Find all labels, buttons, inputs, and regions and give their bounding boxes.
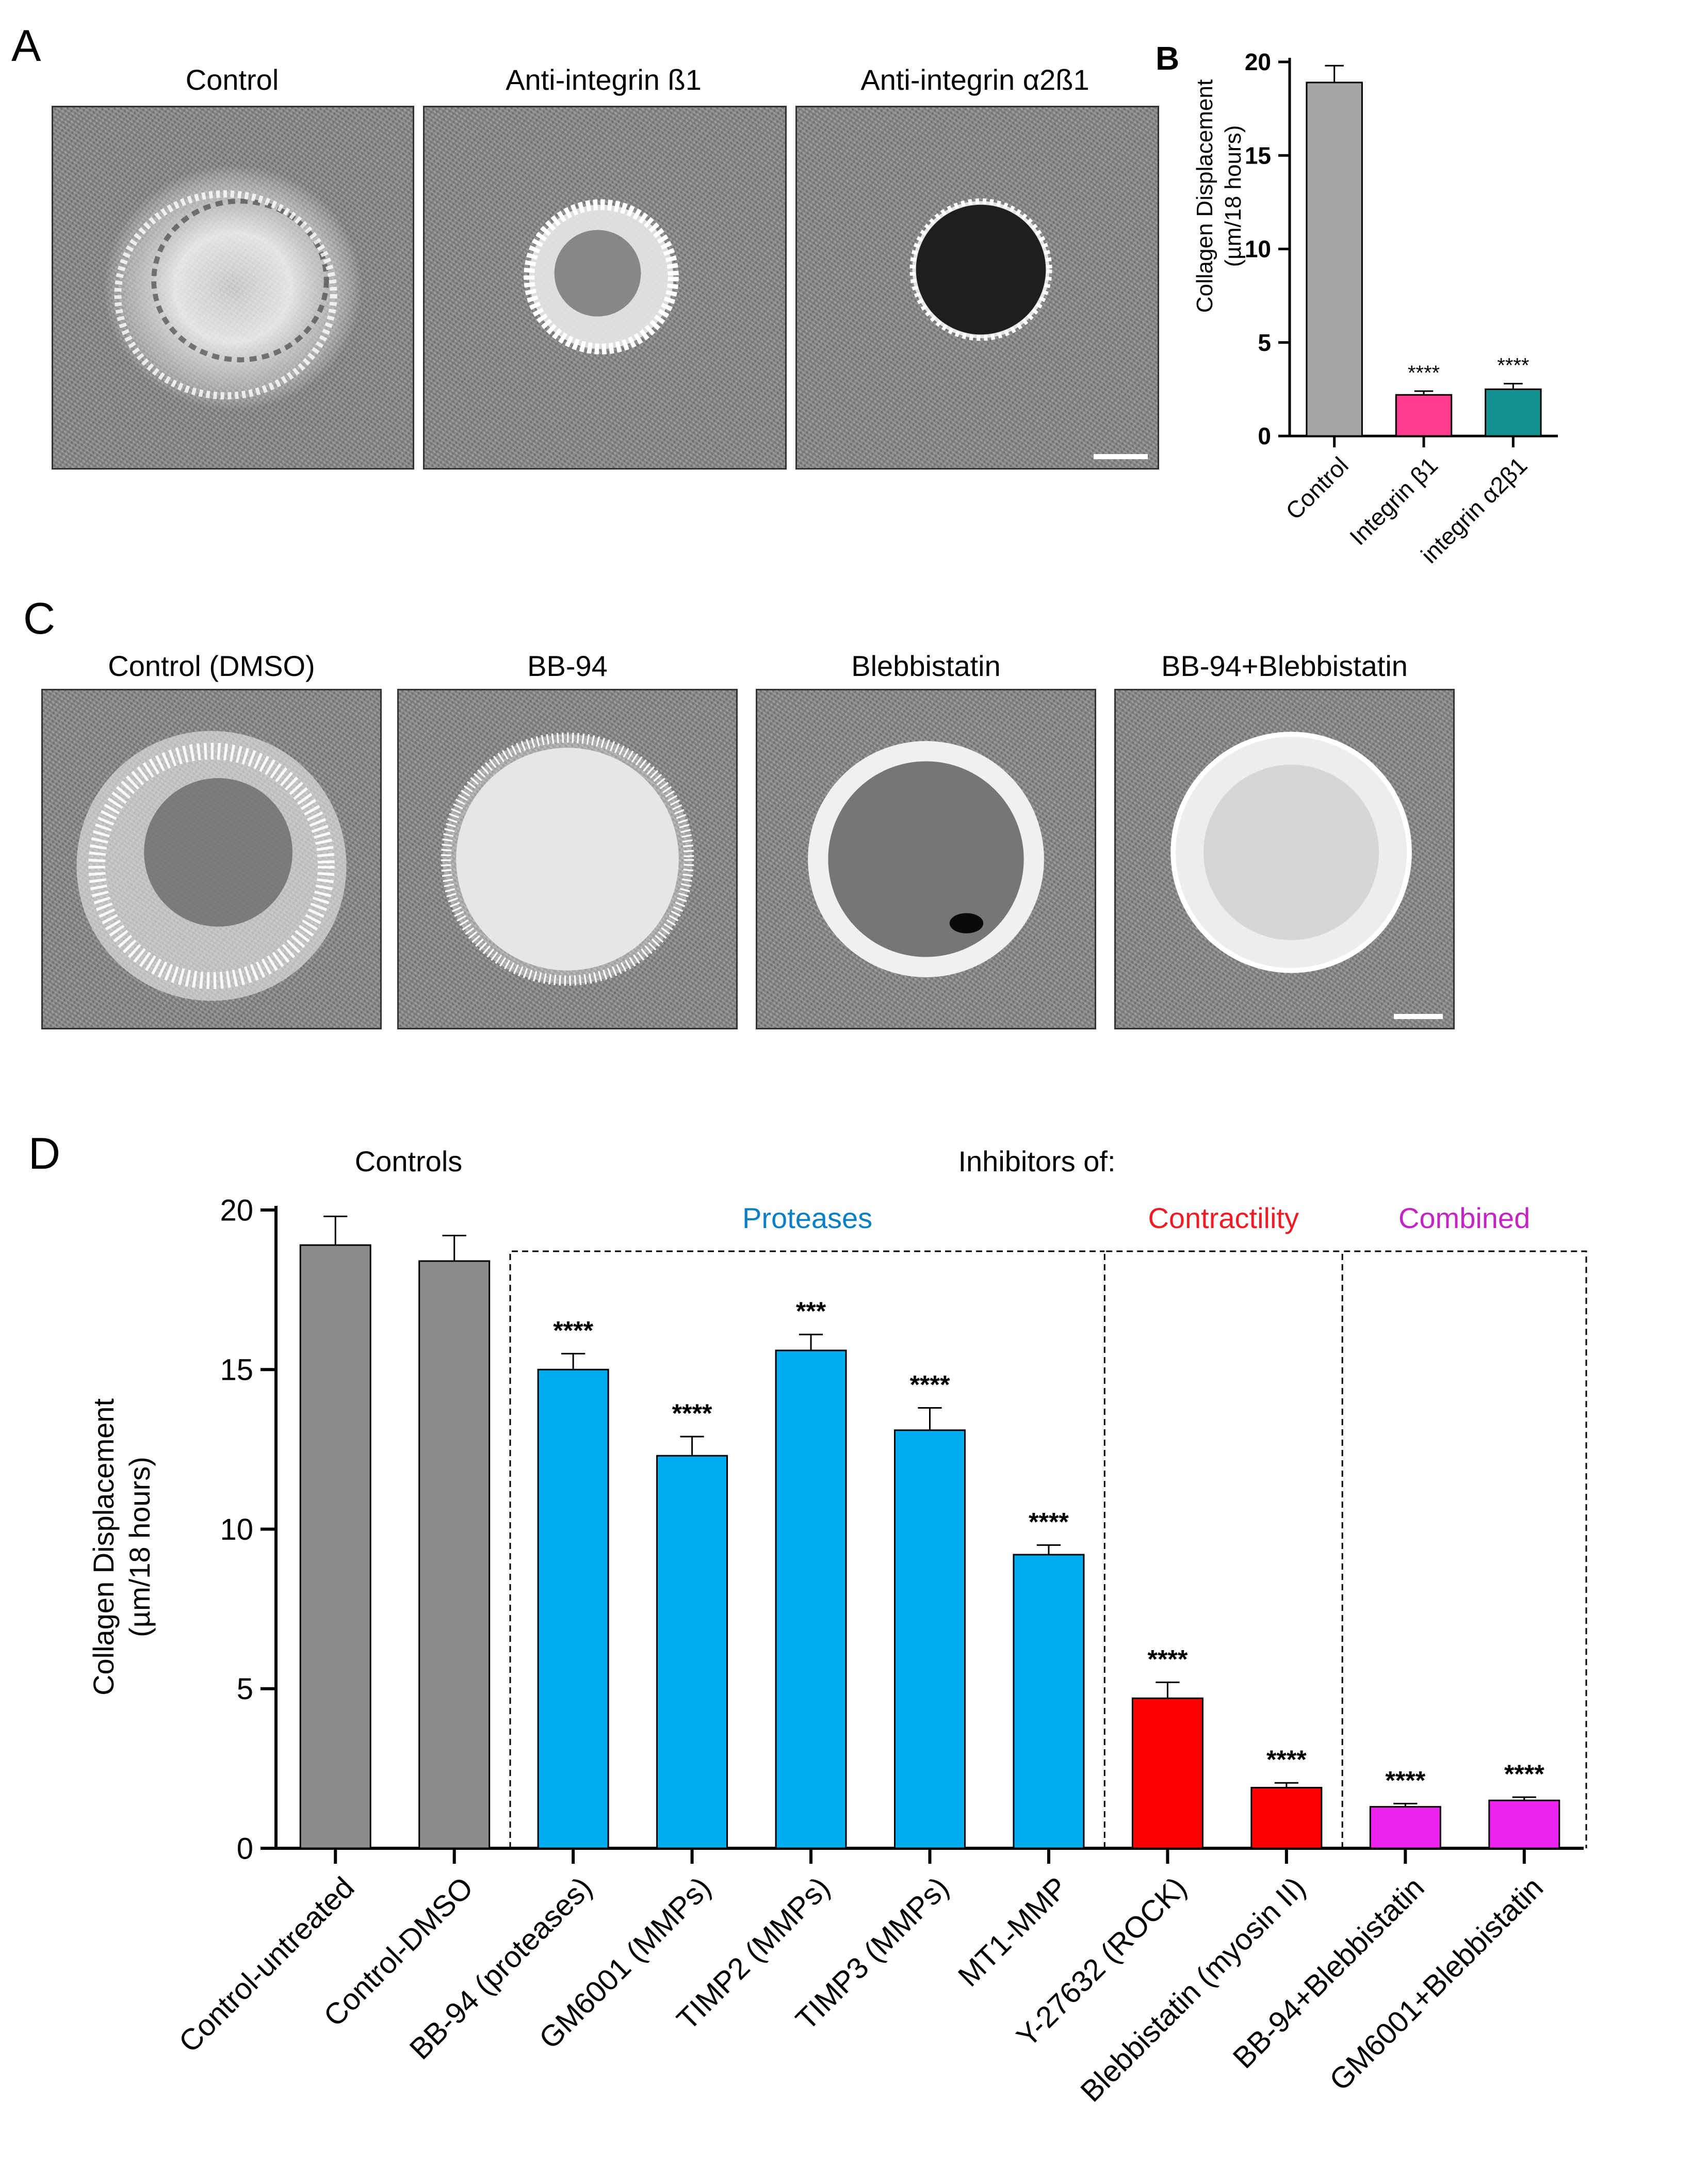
panel-c-title-blebbistatin: Blebbistatin	[851, 650, 1001, 682]
chart-d-significance-6: ****	[1029, 1507, 1069, 1536]
chart-d-y-tick-label: 5	[237, 1672, 253, 1706]
chart-d-bar-5	[894, 1429, 966, 1849]
panel-letter-c: C	[23, 594, 56, 643]
chart-d-y-tick-label: 15	[220, 1353, 253, 1387]
micrograph-bb94	[397, 689, 738, 1029]
panel-c-title-control-dmso: Control (DMSO)	[108, 650, 315, 682]
chart-d-y-tick-label: 20	[220, 1193, 253, 1227]
chart-b-bar-1	[1395, 394, 1453, 437]
micrograph-control	[52, 106, 414, 470]
chart-d-significance-3: ****	[672, 1399, 712, 1428]
chart-d-category-label-8: Blebbistatin (myosin II)	[1074, 1870, 1312, 2108]
chart-d-significance-10: ****	[1504, 1760, 1544, 1788]
panel-letter-d: D	[28, 1129, 60, 1179]
chart-d-group-box-0	[509, 1250, 1105, 1848]
chart-b-significance-2: ****	[1497, 354, 1529, 377]
chart-d: D Collagen Displacement (µm/18 hours) Co…	[28, 1129, 1587, 2108]
chart-d-ylabel: Collagen Displacement (µm/18 hours)	[87, 1398, 156, 1696]
chart-b-y-tick-label: 5	[1258, 329, 1271, 356]
scale-bar-a	[1094, 454, 1148, 459]
micrograph-blebbistatin	[756, 689, 1096, 1029]
chart-b-bar-0	[1306, 82, 1363, 437]
chart-d-bar-3	[656, 1455, 728, 1849]
chart-d-category-label-6: MT1-MMP	[952, 1870, 1074, 1993]
chart-d-group-label-1: Contractility	[1148, 1202, 1299, 1234]
chart-d-bar-1	[418, 1260, 491, 1849]
chart-b-y-tick-label: 0	[1258, 423, 1271, 449]
chart-d-significance-4: ***	[796, 1297, 826, 1326]
panel-c-title-bb94: BB-94	[527, 650, 608, 682]
chart-d-group-box-2	[1341, 1250, 1587, 1848]
micrograph-anti-integrin-a2b1	[795, 106, 1159, 470]
chart-d-category-label-10: GM6001+Blebbistatin	[1323, 1870, 1550, 2097]
chart-b-ylabel-line1: Collagen Displacement	[1192, 79, 1217, 313]
chart-d-bar-9	[1369, 1806, 1441, 1849]
chart-d-controls-header: Controls	[355, 1145, 463, 1177]
panel-a-title-anti-integrin-b1: Anti-integrin ß1	[506, 63, 702, 96]
chart-d-group-box-1	[1103, 1250, 1343, 1848]
chart-d-y-tick-label: 10	[220, 1513, 253, 1546]
chart-d-bar-0	[299, 1244, 371, 1849]
chart-d-y-tick-label: 0	[237, 1832, 253, 1865]
chart-d-bar-10	[1488, 1799, 1560, 1849]
chart-d-group-label-2: Combined	[1398, 1202, 1530, 1234]
micrograph-bb94-blebbistatin	[1114, 689, 1455, 1029]
chart-b-ylabel: Collagen Displacement (µm/18 hours)	[1192, 79, 1246, 313]
chart-d-bar-6	[1013, 1554, 1085, 1849]
chart-d-bar-7	[1131, 1697, 1203, 1849]
chart-d-bar-4	[775, 1349, 847, 1849]
chart-b-y-tick-label: 15	[1245, 142, 1271, 169]
panel-letter-b: B	[1156, 40, 1179, 77]
chart-b-ylabel-line2: (µm/18 hours)	[1221, 125, 1246, 267]
chart-d-bar-8	[1250, 1786, 1323, 1849]
chart-d-significance-8: ****	[1266, 1745, 1307, 1774]
chart-d-ylabel-line1: Collagen Displacement	[87, 1398, 120, 1696]
chart-b-bar-2	[1485, 388, 1542, 437]
chart-d-category-label-0: Control-untreated	[172, 1870, 361, 2059]
chart-b-category-label-0: Control	[1280, 451, 1354, 525]
panel-letter-a: A	[11, 21, 41, 71]
chart-b-y-tick-label: 10	[1245, 236, 1271, 263]
chart-d-significance-7: ****	[1147, 1644, 1188, 1673]
chart-d-inhibitors-header: Inhibitors of:	[958, 1145, 1115, 1177]
chart-d-group-label-0: Proteases	[742, 1202, 872, 1234]
micrograph-anti-integrin-b1	[423, 106, 787, 470]
panel-a-title-control: Control	[185, 63, 279, 96]
chart-d-ylabel-line2: (µm/18 hours)	[123, 1457, 156, 1637]
micrograph-control-dmso	[41, 689, 382, 1029]
chart-b-significance-1: ****	[1408, 362, 1440, 384]
chart-b-y-tick-label: 20	[1245, 49, 1271, 75]
chart-b: B Collagen Displacement (µm/18 hours) 0 5…	[1156, 40, 1558, 568]
chart-d-significance-5: ****	[910, 1370, 950, 1399]
scale-bar-c	[1394, 1014, 1443, 1019]
chart-d-bar-2	[537, 1368, 609, 1849]
panel-a-title-anti-integrin-a2b1: Anti-integrin α2ß1	[860, 63, 1089, 96]
chart-d-significance-9: ****	[1385, 1766, 1425, 1795]
chart-b-category-label-1: Integrin β1	[1344, 451, 1443, 550]
chart-d-significance-2: ****	[553, 1316, 593, 1345]
panel-c-title-bb94-blebbistatin: BB-94+Blebbistatin	[1161, 650, 1408, 682]
